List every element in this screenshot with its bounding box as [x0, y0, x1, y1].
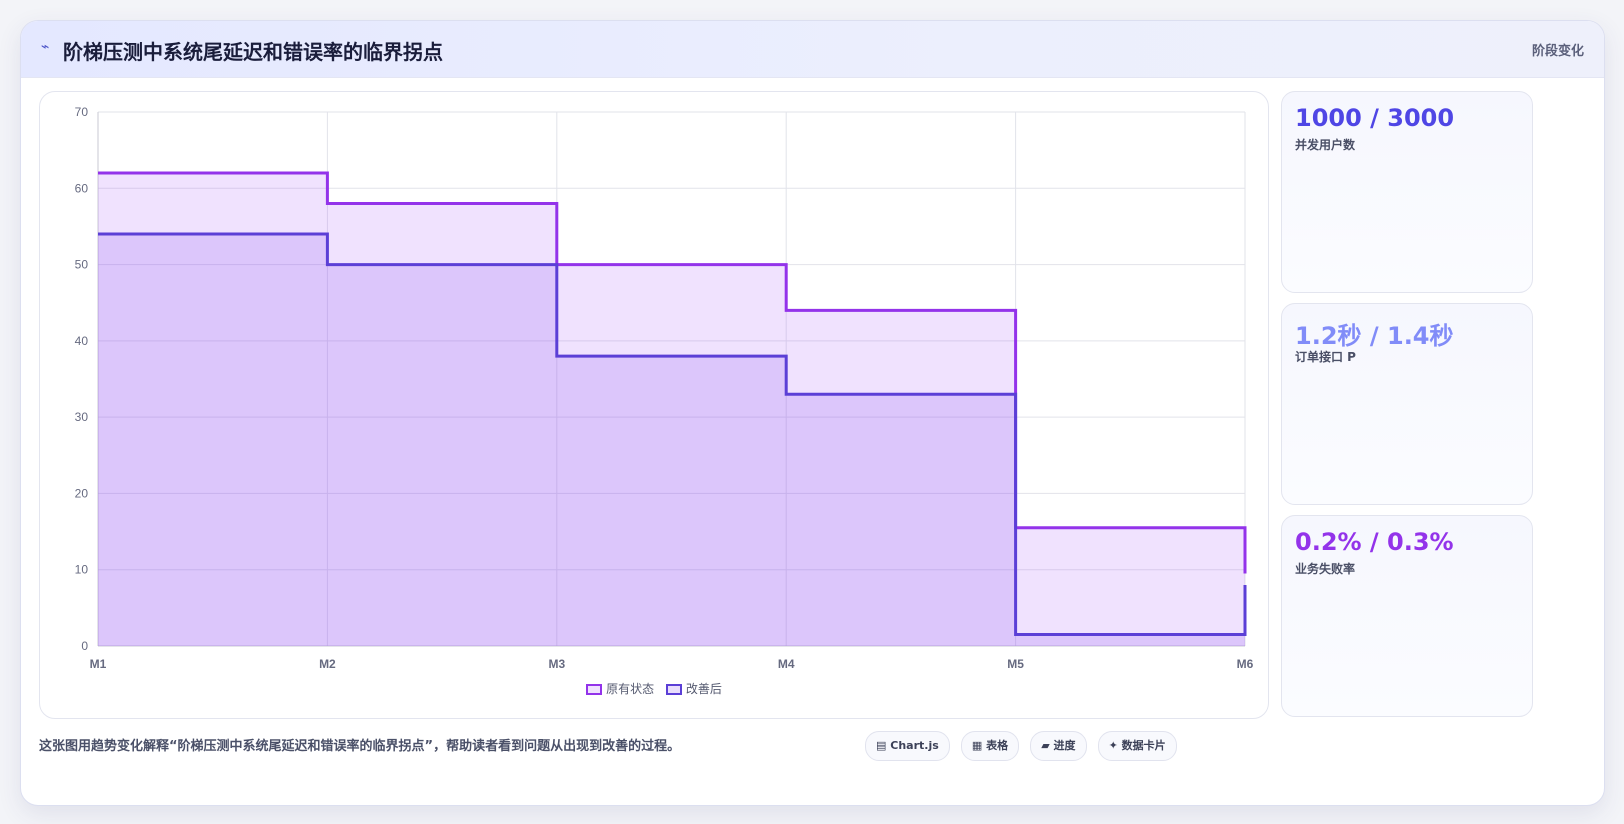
- tag-label: 表格: [986, 739, 1009, 752]
- legend-label-original: 原有状态: [606, 682, 655, 696]
- x-tick-label: M4: [778, 657, 795, 671]
- table-icon: ▦: [971, 739, 983, 752]
- chart-caption: 这张图用趋势变化解释“阶梯压测中系统尾延迟和错误率的临界拐点”，帮助读者看到问题…: [39, 739, 681, 754]
- legend-swatch-improved: [665, 684, 682, 695]
- chart-icon: ▤: [876, 739, 887, 752]
- x-tick-label: M2: [319, 657, 336, 671]
- y-tick-label: 40: [75, 334, 89, 348]
- card-header: ⌁ 阶梯压测中系统尾延迟和错误率的临界拐点 阶段变化: [21, 21, 1604, 78]
- y-tick-label: 10: [75, 563, 89, 577]
- tag-progress[interactable]: ▰ 进度: [1030, 731, 1087, 761]
- legend-item-improved[interactable]: 改善后: [665, 680, 722, 697]
- trend-icon: ⌁: [41, 39, 50, 55]
- x-tick-label: M3: [548, 657, 565, 671]
- stat-card-failure-rate: 0.2% / 0.3% 业务失败率: [1281, 515, 1533, 717]
- legend-swatch-original: [586, 684, 603, 695]
- x-tick-label: M6: [1237, 657, 1254, 671]
- tag-label: 进度: [1053, 739, 1076, 752]
- tag-label: Chart.js: [890, 739, 939, 752]
- y-tick-label: 0: [81, 639, 88, 653]
- stat-card-latency: 1.2秒 / 1.4秒 订单接口 P: [1281, 303, 1533, 505]
- y-tick-label: 60: [75, 181, 89, 195]
- stat-label: 并发用户数: [1295, 138, 1356, 152]
- stat-value: 0.2% / 0.3%: [1295, 528, 1454, 556]
- y-tick-label: 70: [75, 105, 89, 119]
- y-tick-label: 30: [75, 410, 89, 424]
- y-tick-label: 50: [75, 258, 89, 272]
- chart-legend: 原有状态 改善后: [40, 680, 1268, 697]
- series-line-0: [98, 171, 1247, 574]
- stat-label: 业务失败率: [1295, 562, 1356, 576]
- progress-icon: ▰: [1041, 739, 1050, 752]
- series-line-1: [98, 232, 1247, 637]
- legend-item-original[interactable]: 原有状态: [586, 680, 654, 697]
- chart-panel: 0 10 20 30 40 50 60 70 M1 M2 M3 M4 M5 M6 原有状态 改善后: [39, 91, 1269, 719]
- tag-label: 数据卡片: [1121, 739, 1166, 752]
- stat-label: 订单接口 P: [1295, 350, 1356, 364]
- stat-value: 1000 / 3000: [1295, 104, 1455, 132]
- x-tick-label: M1: [90, 657, 107, 671]
- section-badge: 阶段变化: [1531, 44, 1584, 59]
- y-tick-label: 20: [75, 486, 89, 500]
- step-area-chart: 0 10 20 30 40 50 60 70 M1 M2 M3 M4 M5 M6: [75, 105, 1254, 671]
- series-area-0: [98, 173, 1245, 646]
- sparkle-icon: ✦: [1108, 739, 1118, 752]
- series-area-1: [98, 234, 1245, 647]
- tag-data-card[interactable]: ✦ 数据卡片: [1097, 731, 1177, 761]
- stat-value: 1.2秒 / 1.4秒: [1295, 322, 1454, 350]
- tag-chartjs[interactable]: ▤ Chart.js: [865, 731, 950, 761]
- stat-card-concurrency: 1000 / 3000 并发用户数: [1281, 91, 1533, 293]
- tag-list: ▤ Chart.js ▦ 表格 ▰ 进度 ✦ 数据卡片: [865, 731, 1183, 761]
- dashboard-card: ⌁ 阶梯压测中系统尾延迟和错误率的临界拐点 阶段变化 0 10 20 30 40 50 60…: [20, 20, 1605, 806]
- tag-table[interactable]: ▦ 表格: [960, 731, 1020, 761]
- x-tick-label: M5: [1007, 657, 1024, 671]
- legend-label-improved: 改善后: [685, 682, 722, 696]
- page-title: 阶梯压测中系统尾延迟和错误率的临界拐点: [63, 40, 443, 64]
